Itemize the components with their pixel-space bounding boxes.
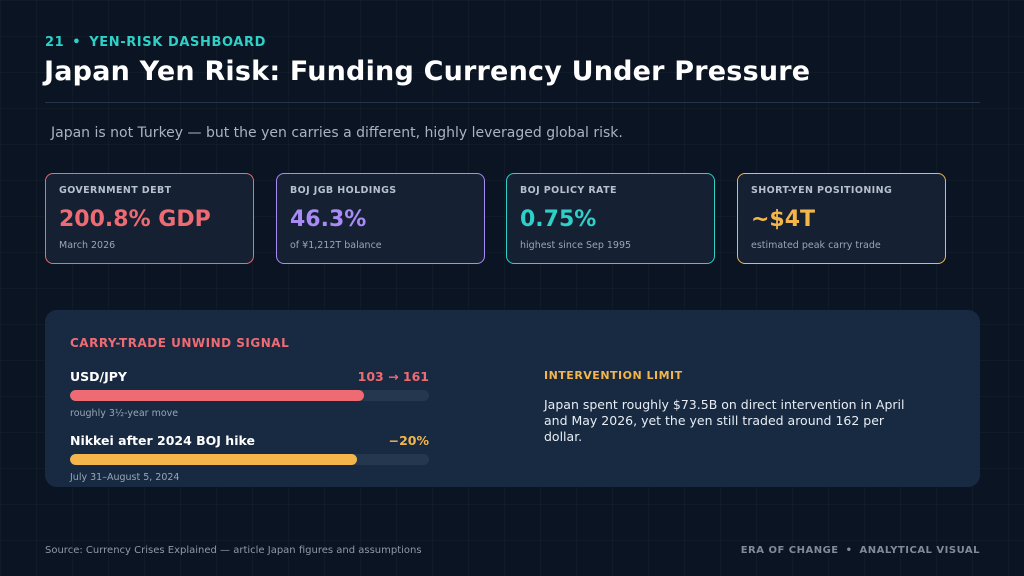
stat-card-value: 200.8% GDP [59,207,211,232]
section-label: YEN-RISK DASHBOARD [89,35,266,50]
bar-label: USD/JPY [70,369,127,384]
bar-caption: July 31–August 5, 2024 [70,472,180,483]
bar-figure: 103 → 161 [357,369,429,384]
stat-card-government-debt: GOVERNMENT DEBT 200.8% GDP March 2026 [45,173,254,264]
stat-card-note: estimated peak carry trade [751,240,881,251]
stat-card-value: 0.75% [520,207,597,232]
brand-label: ERA OF CHANGE • ANALYTICAL VISUAL [741,545,980,556]
intervention-limit-text: Japan spent roughly $73.5B on direct int… [544,397,905,444]
progress-track [70,390,429,401]
brand-separator: • [845,545,853,556]
brand-right: ANALYTICAL VISUAL [859,545,980,556]
stat-card-label: BOJ JGB HOLDINGS [290,185,397,196]
intervention-limit-title: INTERVENTION LIMIT [544,369,683,382]
page-title: Japan Yen Risk: Funding Currency Under P… [44,56,811,87]
stat-card-note: highest since Sep 1995 [520,240,632,251]
stat-card-label: BOJ POLICY RATE [520,185,617,196]
bar-label: Nikkei after 2024 BOJ hike [70,433,255,448]
panel-title: CARRY-TRADE UNWIND SIGNAL [70,336,290,350]
stat-card-note: of ¥1,212T balance [290,240,382,251]
slide-number: 21 [45,35,65,50]
progress-fill [70,390,365,401]
stat-card-value: 46.3% [290,207,367,232]
progress-track [70,454,429,465]
source-note: Source: Currency Crises Explained — arti… [45,545,422,556]
bar-caption: roughly 3½-year move [70,408,179,419]
stat-card-value: ~$4T [751,207,816,232]
section-kicker: 21 • YEN-RISK DASHBOARD [45,35,266,50]
bar-figure: −20% [388,433,429,448]
stat-card-boj-jgb-holdings: BOJ JGB HOLDINGS 46.3% of ¥1,212T balanc… [276,173,485,264]
stat-card-note: March 2026 [59,240,116,251]
progress-fill [70,454,358,465]
brand-left: ERA OF CHANGE [740,545,839,556]
kicker-separator: • [72,35,82,50]
stat-card-short-yen-positioning: SHORT-YEN POSITIONING ~$4T estimated pea… [737,173,946,264]
title-divider [45,102,980,103]
stat-card-label: SHORT-YEN POSITIONING [751,185,893,196]
page-subtitle: Japan is not Turkey — but the yen carrie… [51,125,623,141]
carry-trade-panel: CARRY-TRADE UNWIND SIGNAL USD/JPY 103 → … [45,310,980,487]
stat-card-label: GOVERNMENT DEBT [59,185,172,196]
stat-card-boj-policy-rate: BOJ POLICY RATE 0.75% highest since Sep … [506,173,715,264]
